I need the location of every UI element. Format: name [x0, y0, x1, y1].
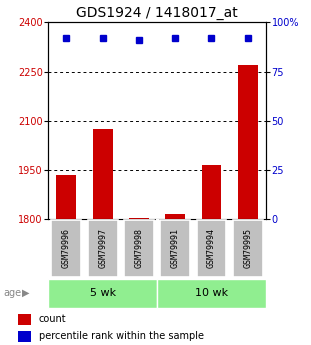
Bar	[238, 65, 258, 219]
Title: GDS1924 / 1418017_at: GDS1924 / 1418017_at	[76, 6, 238, 20]
Bar	[129, 218, 149, 219]
Bar	[233, 220, 262, 277]
Bar	[157, 279, 266, 307]
Bar	[48, 279, 157, 307]
Text: 5 wk: 5 wk	[90, 288, 116, 298]
Bar	[124, 220, 154, 277]
Text: age: age	[3, 288, 21, 298]
Text: GSM79998: GSM79998	[134, 228, 143, 268]
Text: GSM79995: GSM79995	[243, 228, 252, 268]
Bar	[18, 314, 31, 325]
Bar	[160, 220, 190, 277]
Text: GSM79991: GSM79991	[171, 228, 180, 268]
Bar	[18, 331, 31, 342]
Text: 10 wk: 10 wk	[195, 288, 228, 298]
Bar	[52, 220, 81, 277]
Bar	[197, 220, 226, 277]
Bar	[88, 220, 118, 277]
Bar	[202, 165, 221, 219]
Text: GSM79994: GSM79994	[207, 228, 216, 268]
Text: count: count	[39, 315, 66, 324]
Bar	[56, 175, 76, 219]
Text: percentile rank within the sample: percentile rank within the sample	[39, 331, 204, 341]
Bar	[165, 214, 185, 219]
Text: GSM79997: GSM79997	[98, 228, 107, 268]
Text: GSM79996: GSM79996	[62, 228, 71, 268]
Bar	[93, 129, 113, 219]
Text: ▶: ▶	[22, 288, 30, 298]
